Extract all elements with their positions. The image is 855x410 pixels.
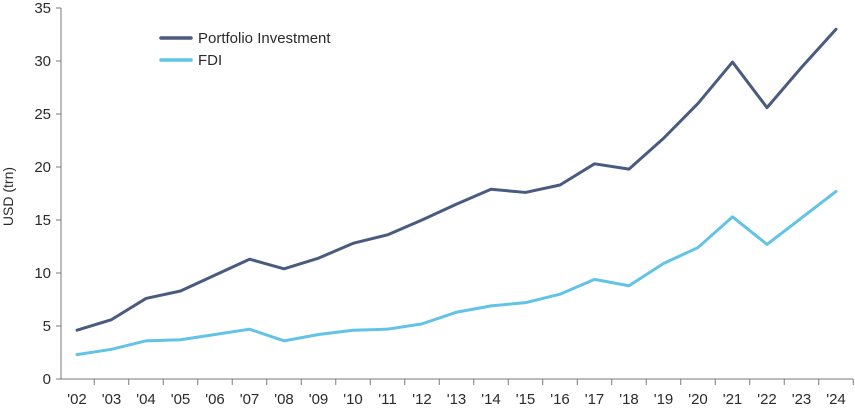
x-tick-label: '16 bbox=[550, 391, 570, 408]
x-tick-label: '22 bbox=[757, 391, 777, 408]
x-tick-label: '09 bbox=[309, 391, 329, 408]
legend: Portfolio Investment FDI bbox=[159, 30, 331, 69]
x-tick-label: '03 bbox=[102, 391, 122, 408]
y-tick-label: 35 bbox=[34, 0, 51, 17]
y-tick-label: 25 bbox=[34, 106, 51, 123]
y-axis: 0 5 10 15 20 25 30 35 bbox=[34, 0, 62, 388]
x-tick-label: '12 bbox=[412, 391, 432, 408]
y-tick-label: 30 bbox=[34, 53, 51, 70]
x-tick-label: '07 bbox=[240, 391, 260, 408]
series-line-fdi bbox=[75, 189, 838, 357]
x-tick-label: '23 bbox=[792, 391, 812, 408]
x-tick-label: '24 bbox=[826, 391, 846, 408]
x-tick-label: '15 bbox=[516, 391, 536, 408]
legend-label: Portfolio Investment bbox=[198, 30, 331, 47]
y-tick-label: 10 bbox=[34, 265, 51, 282]
x-tick-label: '17 bbox=[585, 391, 605, 408]
x-tick-label: '04 bbox=[136, 391, 156, 408]
x-tick-label: '20 bbox=[688, 391, 708, 408]
y-tick-label: 0 bbox=[43, 371, 51, 388]
x-tick-label: '10 bbox=[343, 391, 363, 408]
legend-label: FDI bbox=[198, 52, 222, 69]
y-tick-label: 15 bbox=[34, 212, 51, 229]
x-tick-label: '05 bbox=[171, 391, 191, 408]
x-tick-label: '18 bbox=[619, 391, 639, 408]
series-line-portfolio-investment bbox=[75, 27, 838, 332]
x-tick-label: '21 bbox=[723, 391, 743, 408]
series-lines bbox=[75, 27, 838, 357]
y-axis-label: USD (trn) bbox=[0, 167, 16, 226]
x-tick-label: '02 bbox=[67, 391, 87, 408]
x-tick-label: '11 bbox=[378, 391, 396, 408]
y-tick-label: 20 bbox=[34, 159, 51, 176]
x-tick-label: '13 bbox=[447, 391, 467, 408]
x-tick-label: '06 bbox=[205, 391, 225, 408]
x-tick-label: '14 bbox=[481, 391, 501, 408]
y-tick-label: 5 bbox=[43, 318, 51, 335]
x-tick-label: '19 bbox=[654, 391, 674, 408]
x-tick-label: '08 bbox=[274, 391, 294, 408]
x-axis: '02 '03 '04 '05 '06 '07 '08 '09 '10 '11 '12 '13 '14 '… bbox=[61, 378, 854, 408]
